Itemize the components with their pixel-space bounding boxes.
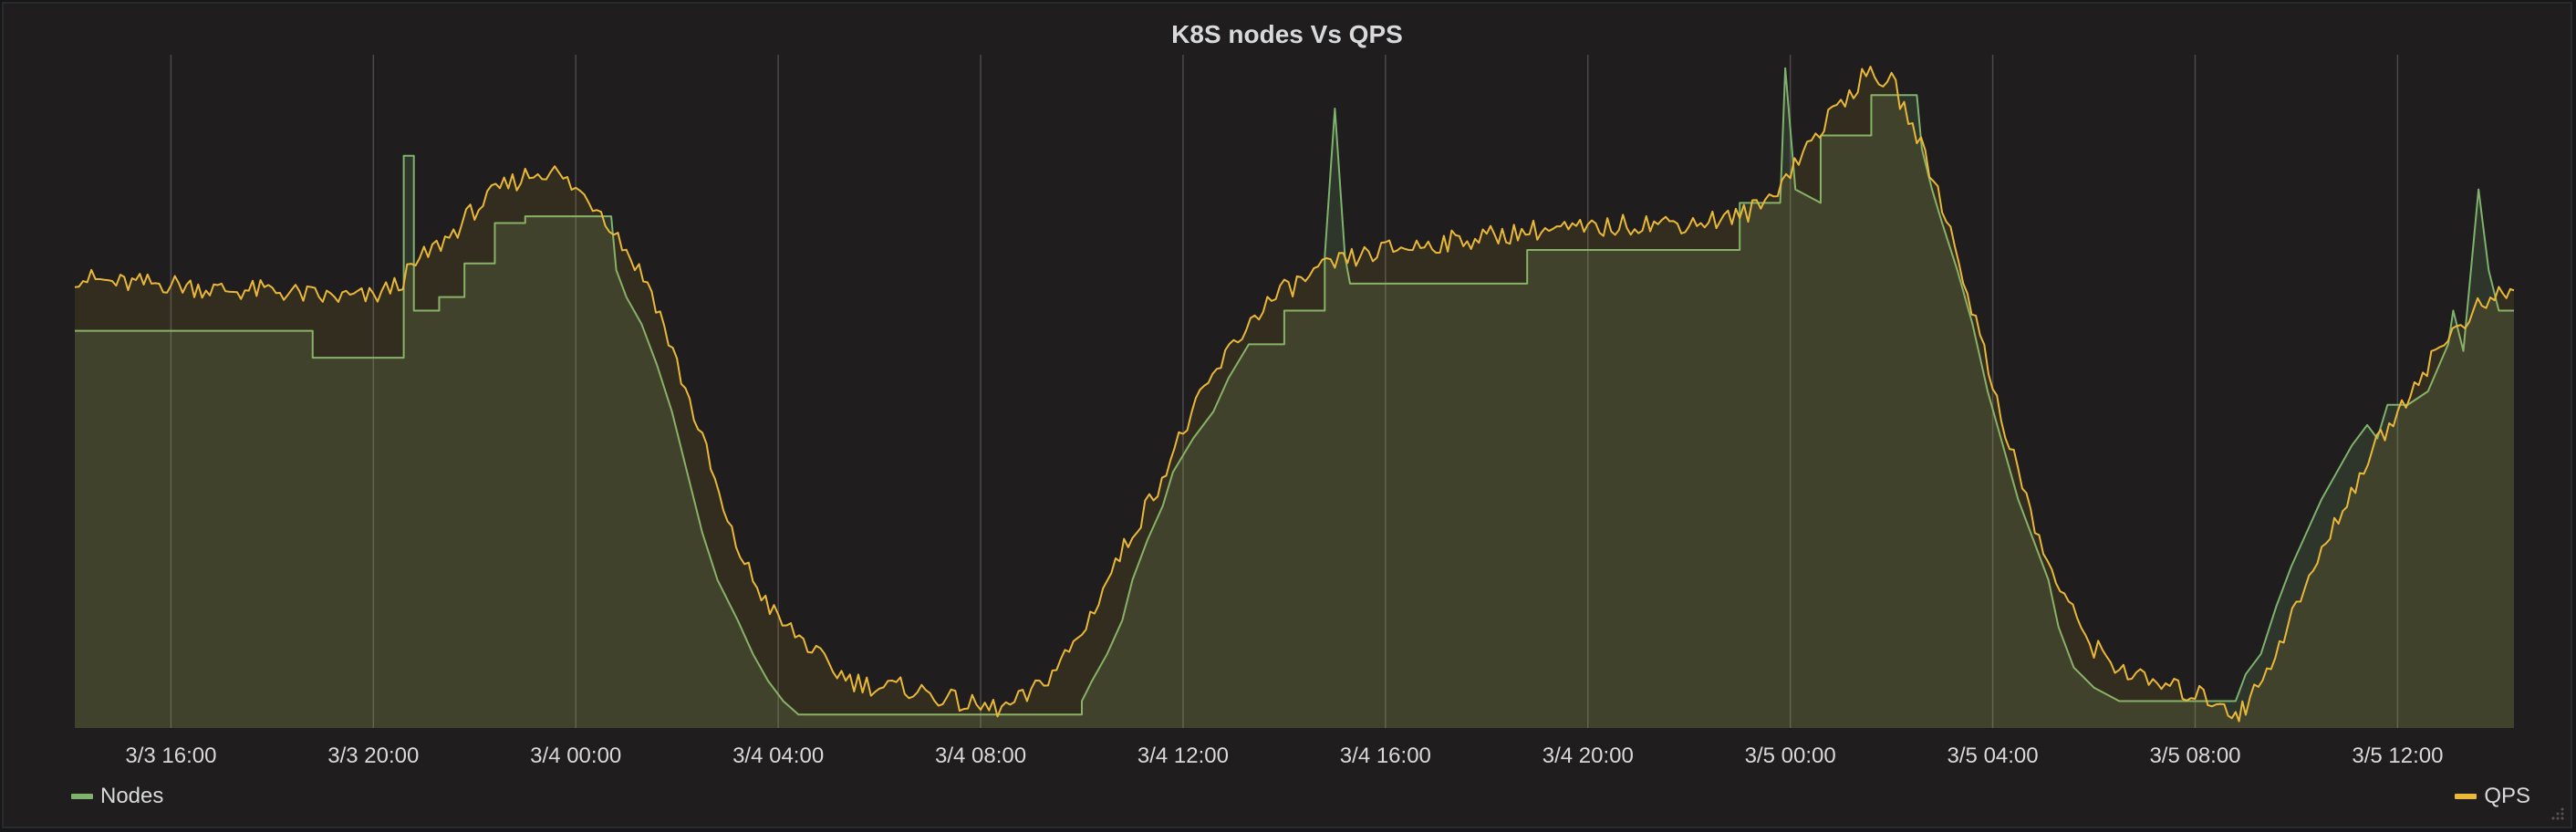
series-area-qps xyxy=(75,66,2514,729)
legend-item-nodes[interactable]: Nodes xyxy=(71,783,163,810)
x-tick-label: 3/4 04:00 xyxy=(732,744,824,768)
series-line-qps[interactable] xyxy=(74,65,2515,723)
legend-label-qps: QPS xyxy=(2484,784,2530,808)
series-area-nodes xyxy=(75,68,2514,728)
grid xyxy=(170,55,2399,728)
legend-label-nodes: Nodes xyxy=(100,784,164,808)
x-tick-label: 3/4 08:00 xyxy=(935,744,1026,768)
series-line-nodes[interactable] xyxy=(75,67,2514,716)
x-tick-label: 3/4 00:00 xyxy=(530,744,621,768)
x-tick-label: 3/5 04:00 xyxy=(1948,744,2039,768)
series-layer xyxy=(74,65,2515,729)
chart-svg[interactable]: 3/3 16:00 3/3 20:00 3/4 00:00 3/4 04:00 3/4 … xyxy=(4,4,2574,830)
legend-swatch-nodes xyxy=(71,794,93,799)
x-tick-label: 3/3 16:00 xyxy=(125,744,216,768)
x-tick-label: 3/5 00:00 xyxy=(1745,744,1836,768)
resize-handle-icon[interactable] xyxy=(2549,805,2565,821)
x-tick-label: 3/4 20:00 xyxy=(1542,744,1634,768)
x-axis: 3/3 16:00 3/3 20:00 3/4 00:00 3/4 04:00 3/4 … xyxy=(125,744,2443,768)
legend-swatch-qps xyxy=(2455,794,2477,799)
x-tick-label: 3/4 12:00 xyxy=(1137,744,1229,768)
x-tick-label: 3/5 12:00 xyxy=(2352,744,2443,768)
legend-item-qps[interactable]: QPS xyxy=(2455,783,2530,810)
x-tick-label: 3/4 16:00 xyxy=(1340,744,1431,768)
panel-title[interactable]: K8S nodes Vs QPS xyxy=(1171,20,1403,48)
x-tick-label: 3/5 08:00 xyxy=(2149,744,2240,768)
x-tick-label: 3/3 20:00 xyxy=(327,744,419,768)
